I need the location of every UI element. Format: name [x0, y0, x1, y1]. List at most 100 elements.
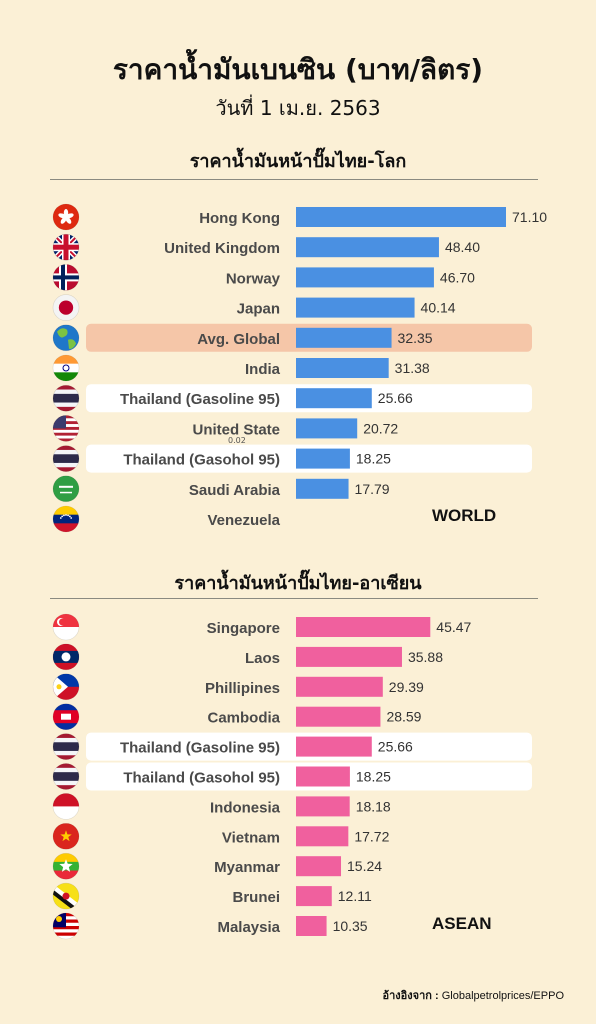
category-label: Malaysia	[217, 919, 280, 936]
singapore-flag-icon	[52, 613, 80, 641]
asean-tag: ASEAN	[432, 914, 492, 933]
venezuela-flag-icon	[52, 505, 80, 533]
value-label: 18.25	[356, 769, 391, 785]
asean-divider	[50, 598, 538, 599]
bar	[296, 706, 381, 727]
bar	[296, 856, 342, 877]
indonesia-flag-icon	[52, 793, 80, 820]
bar	[296, 766, 350, 787]
bar	[296, 617, 431, 637]
source-credit: อ้างอิงจาก : Globalpetrolprices/EPPO	[383, 986, 564, 1004]
bar	[296, 736, 372, 757]
category-label: Thailand (Gasohol 95)	[123, 770, 280, 787]
value-label: 25.66	[378, 739, 413, 755]
bar	[296, 358, 389, 378]
world-tag: WORLD	[432, 506, 497, 525]
philippines-flag-icon	[52, 673, 80, 701]
bar	[296, 327, 392, 348]
bar	[296, 418, 358, 439]
source-text: Globalpetrolprices/EPPO	[441, 990, 564, 1002]
value-label: 17.79	[355, 481, 390, 497]
value-label: 18.18	[356, 798, 391, 814]
uk-flag-icon	[52, 233, 80, 261]
category-label: Thailand (Gasoline 95)	[120, 391, 280, 408]
value-label: 35.88	[408, 649, 443, 665]
category-label: Avg. Global	[197, 331, 280, 348]
world-bar-chart: Hong Kong 71.10 United Kingdom 48.40 Norway 4…	[52, 203, 547, 533]
category-label: Brunei	[232, 889, 280, 906]
category-label: United State	[192, 421, 280, 438]
bar	[296, 448, 350, 469]
bar	[296, 267, 434, 288]
category-label: Japan	[237, 301, 280, 318]
value-label: 17.72	[354, 828, 389, 844]
page-subtitle: วันที่ 1 เม.ย. 2563	[215, 96, 381, 120]
bar	[296, 886, 332, 907]
india-flag-icon	[52, 354, 80, 382]
bar	[296, 237, 439, 258]
category-label: Phillipines	[205, 680, 280, 697]
bar	[296, 388, 372, 409]
cambodia-flag-icon	[52, 703, 80, 730]
value-label: 46.70	[440, 269, 475, 285]
page-title: ราคาน้ำมันเบนซิน (บาท/ลิตร)	[112, 53, 484, 86]
brunei-flag-icon	[52, 882, 80, 910]
value-label: 32.35	[398, 330, 433, 346]
value-label: 20.72	[363, 420, 398, 436]
world-divider	[50, 179, 538, 180]
bar	[296, 646, 402, 667]
asean-bar-chart: Singapore 45.47 Laos 35.88 Phillipines 29.39 C…	[52, 613, 532, 940]
malaysia-flag-icon	[52, 912, 80, 940]
thailand-flag-icon	[52, 733, 80, 760]
stray-value-label: 0.02	[228, 436, 246, 445]
thailand-flag-icon	[52, 763, 80, 790]
usa-flag-icon	[52, 415, 80, 442]
myanmar-flag-icon	[52, 852, 80, 880]
bar	[296, 796, 350, 817]
bar	[296, 207, 506, 227]
value-label: 10.35	[333, 918, 368, 934]
norway-flag-icon	[52, 264, 80, 291]
saudi-arabia-flag-icon	[52, 475, 80, 503]
laos-flag-icon	[52, 643, 80, 671]
japan-flag-icon	[52, 294, 80, 321]
asean-section-heading: ราคาน้ำมันหน้าปั๊มไทย-อาเซียน	[174, 573, 422, 594]
category-label: India	[245, 361, 281, 378]
value-label: 71.10	[512, 209, 547, 225]
thailand-flag-icon	[52, 445, 80, 472]
bar	[296, 826, 349, 847]
value-label: 45.47	[436, 619, 471, 635]
value-label: 48.40	[445, 239, 480, 255]
category-label: United Kingdom	[164, 240, 280, 257]
world-section-heading: ราคาน้ำมันหน้าปั๊มไทย-โลก	[189, 151, 407, 172]
value-label: 31.38	[395, 360, 430, 376]
category-label: Laos	[245, 650, 280, 667]
value-label: 29.39	[389, 679, 424, 695]
category-label: Cambodia	[207, 710, 280, 727]
source-label: อ้างอิงจาก :	[382, 990, 439, 1002]
category-label: Singapore	[207, 620, 280, 637]
hong-kong-flag-icon	[52, 203, 80, 231]
category-label: Thailand (Gasohol 95)	[123, 452, 280, 469]
category-label: Thailand (Gasoline 95)	[120, 740, 280, 757]
category-label: Norway	[226, 270, 281, 287]
bar	[296, 916, 327, 936]
category-label: Vietnam	[222, 829, 280, 846]
value-label: 40.14	[421, 300, 456, 316]
vietnam-flag-icon	[52, 823, 80, 850]
category-label: Venezuela	[207, 512, 280, 529]
value-label: 15.24	[347, 858, 382, 874]
thailand-flag-icon	[52, 384, 80, 412]
bar	[296, 676, 383, 697]
category-label: Hong Kong	[199, 210, 280, 227]
globe-icon	[52, 324, 80, 352]
value-label: 18.25	[356, 451, 391, 467]
bar	[296, 297, 415, 318]
value-label: 12.11	[338, 888, 372, 904]
value-label: 28.59	[386, 709, 421, 725]
category-label: Myanmar	[214, 859, 280, 876]
category-label: Indonesia	[210, 799, 281, 816]
value-label: 25.66	[378, 390, 413, 406]
category-label: Saudi Arabia	[189, 482, 281, 499]
bar	[296, 478, 349, 499]
